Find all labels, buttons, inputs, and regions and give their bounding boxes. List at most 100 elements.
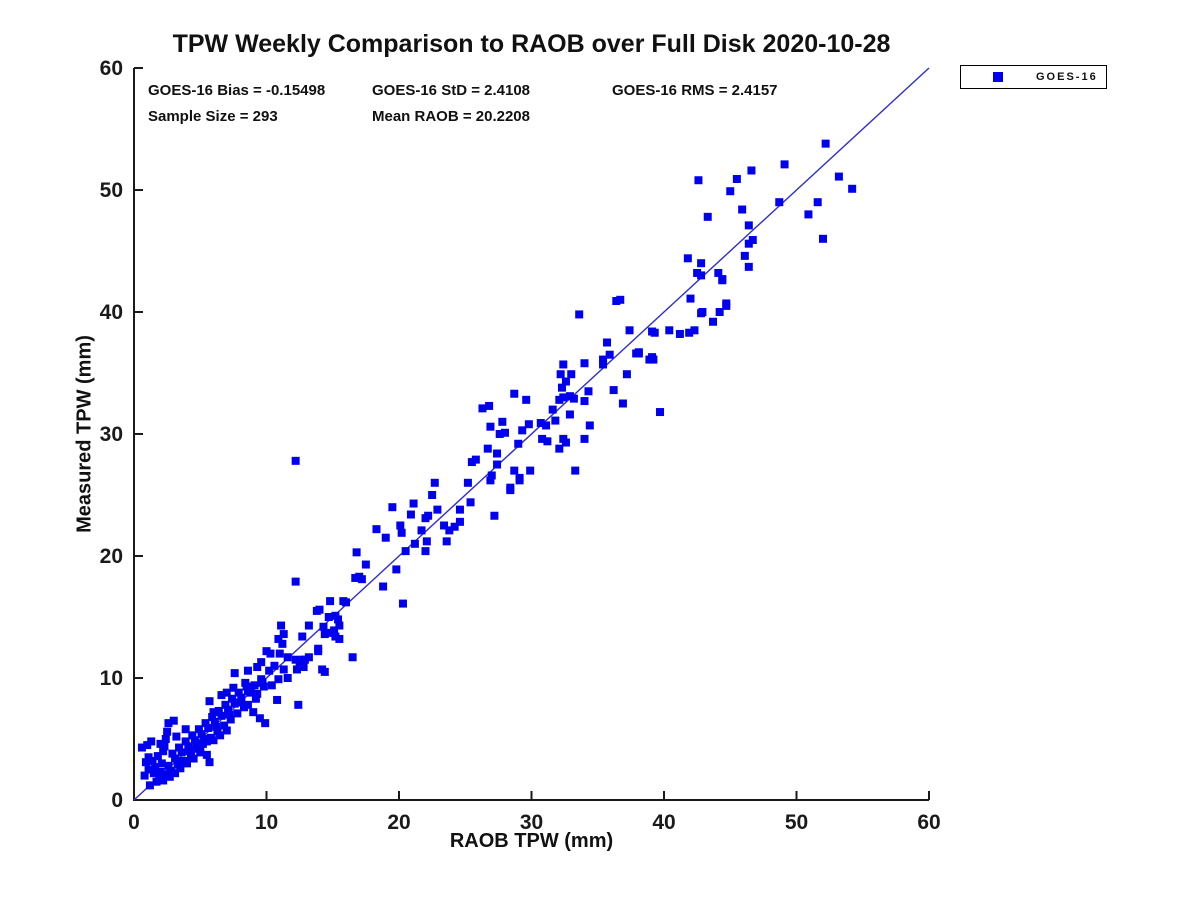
data-point bbox=[224, 705, 233, 714]
data-point bbox=[222, 688, 231, 697]
data-point bbox=[324, 628, 333, 637]
data-point bbox=[234, 688, 243, 697]
data-point bbox=[183, 759, 191, 768]
y-tick-label: 50 bbox=[100, 179, 123, 202]
data-point bbox=[220, 721, 229, 730]
data-point bbox=[291, 577, 300, 586]
data-point bbox=[217, 691, 226, 700]
data-point bbox=[381, 533, 390, 542]
data-point bbox=[259, 682, 268, 691]
data-point bbox=[190, 736, 199, 745]
y-tick-label: 0 bbox=[111, 789, 123, 812]
data-point bbox=[153, 752, 162, 761]
data-point bbox=[740, 251, 749, 260]
data-point bbox=[298, 632, 307, 641]
data-point bbox=[164, 719, 173, 728]
data-point bbox=[609, 386, 618, 395]
data-point bbox=[649, 355, 658, 364]
data-point bbox=[159, 776, 168, 785]
data-point bbox=[493, 449, 502, 458]
data-point bbox=[616, 295, 625, 304]
data-point bbox=[703, 212, 712, 221]
x-tick-label: 40 bbox=[652, 811, 675, 834]
data-point bbox=[205, 697, 214, 706]
data-point bbox=[326, 597, 335, 606]
data-point bbox=[140, 771, 149, 780]
data-point bbox=[221, 700, 230, 709]
data-point bbox=[738, 205, 747, 214]
data-point bbox=[283, 674, 292, 682]
data-point bbox=[580, 434, 589, 443]
legend: GOES-16 bbox=[960, 65, 1107, 89]
data-point bbox=[524, 420, 533, 429]
data-point bbox=[137, 743, 146, 752]
data-point bbox=[442, 537, 451, 546]
data-point bbox=[440, 521, 449, 530]
data-point bbox=[145, 781, 154, 790]
data-point bbox=[188, 731, 197, 740]
data-point bbox=[398, 599, 407, 608]
data-point bbox=[243, 666, 252, 675]
data-point bbox=[490, 511, 499, 520]
data-point bbox=[192, 741, 201, 750]
data-point bbox=[625, 326, 634, 335]
data-point bbox=[202, 750, 211, 759]
data-point bbox=[559, 393, 568, 402]
data-point bbox=[495, 430, 504, 438]
data-point bbox=[747, 166, 756, 175]
data-point bbox=[397, 528, 406, 537]
data-point bbox=[510, 466, 519, 475]
y-tick-label: 10 bbox=[100, 667, 123, 690]
data-point bbox=[565, 410, 574, 419]
data-point bbox=[556, 370, 565, 379]
data-point bbox=[650, 328, 659, 337]
data-point bbox=[821, 139, 830, 148]
data-point bbox=[526, 466, 535, 475]
data-point bbox=[257, 675, 266, 684]
data-point bbox=[253, 663, 262, 672]
data-point bbox=[744, 221, 753, 230]
data-point bbox=[732, 175, 741, 184]
data-point bbox=[433, 505, 442, 514]
data-point bbox=[172, 732, 181, 741]
data-point bbox=[632, 349, 641, 358]
data-point bbox=[804, 210, 813, 219]
data-point bbox=[304, 621, 313, 630]
data-point bbox=[744, 262, 753, 271]
data-point bbox=[144, 753, 153, 762]
y-axis-label: Measured TPW (mm) bbox=[73, 335, 96, 533]
legend-label: GOES-16 bbox=[1036, 71, 1098, 83]
data-point bbox=[748, 236, 757, 245]
data-point bbox=[291, 456, 300, 465]
data-point bbox=[210, 717, 219, 726]
data-point bbox=[236, 698, 244, 707]
data-point bbox=[690, 326, 699, 335]
data-point bbox=[319, 622, 328, 631]
data-point bbox=[665, 326, 674, 335]
data-point bbox=[212, 722, 221, 731]
data-point bbox=[294, 700, 303, 709]
data-point bbox=[409, 499, 418, 508]
data-point bbox=[686, 294, 695, 303]
data-point bbox=[279, 630, 288, 639]
data-point bbox=[422, 537, 431, 546]
data-point bbox=[561, 438, 570, 447]
data-point bbox=[275, 649, 284, 658]
data-point bbox=[209, 708, 218, 717]
data-point bbox=[580, 397, 589, 406]
data-point bbox=[352, 548, 361, 557]
data-point bbox=[559, 360, 568, 369]
data-point bbox=[726, 187, 735, 196]
data-point bbox=[445, 526, 454, 535]
data-point bbox=[697, 259, 706, 268]
data-point bbox=[501, 428, 509, 437]
data-point bbox=[335, 634, 344, 643]
data-point bbox=[538, 434, 547, 443]
data-point bbox=[455, 517, 464, 526]
data-point bbox=[471, 455, 480, 464]
data-point bbox=[141, 758, 150, 767]
data-point bbox=[233, 709, 242, 718]
data-point bbox=[185, 747, 194, 756]
data-point bbox=[392, 565, 401, 574]
